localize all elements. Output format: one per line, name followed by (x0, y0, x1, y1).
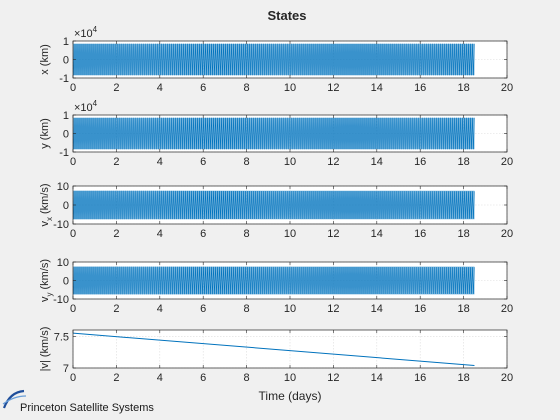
x-tick-label: 16 (414, 82, 426, 94)
x-tick-label: 18 (457, 303, 469, 315)
x-tick-label: 18 (457, 82, 469, 94)
x-tick-label: 12 (327, 303, 339, 315)
series-line (72, 332, 475, 366)
y-axis-label: vy (km/s) (39, 259, 54, 302)
y-tick-label: 10 (57, 257, 69, 269)
y-axis-label: x (km) (39, 44, 51, 75)
series-band (73, 266, 475, 295)
x-tick-label: 6 (200, 228, 206, 240)
subplot-5: 0 2 4 6 8 10 12 14 16 18 20 7 7.5|v| (km/s) (39, 327, 513, 384)
x-tick-label: 16 (414, 303, 426, 315)
x-tick-label: 10 (284, 228, 296, 240)
x-tick-label: 2 (113, 228, 119, 240)
x-tick-label: 6 (200, 82, 206, 94)
x-tick-label: 10 (284, 82, 296, 94)
x-tick-label: 12 (327, 228, 339, 240)
x-tick-label: 0 (70, 82, 76, 94)
x-tick-label: 4 (157, 156, 163, 168)
y-exponent-label: ×104 (74, 25, 98, 40)
x-tick-label: 6 (200, 156, 206, 168)
x-tick-label: 14 (371, 303, 383, 315)
x-tick-label: 8 (244, 82, 250, 94)
y-axis-label: vx (km/s) (39, 183, 54, 226)
x-tick-label: 2 (113, 82, 119, 94)
y-tick-label: 1 (63, 36, 69, 48)
x-tick-label: 20 (501, 228, 513, 240)
y-axis-label: |v| (km/s) (39, 327, 51, 372)
series-band (73, 43, 475, 76)
x-tick-label: 20 (501, 303, 513, 315)
y-axis-label: y (km) (39, 118, 51, 149)
x-axis-label: Time (days) (259, 389, 322, 403)
x-tick-label: 14 (371, 156, 383, 168)
x-tick-label: 4 (157, 228, 163, 240)
x-tick-label: 2 (113, 156, 119, 168)
x-tick-label: 18 (457, 372, 469, 384)
x-tick-label: 4 (157, 82, 163, 94)
x-tick-label: 12 (327, 372, 339, 384)
y-tick-label: 7.5 (54, 331, 69, 343)
x-tick-label: 6 (200, 372, 206, 384)
x-tick-label: 8 (244, 372, 250, 384)
y-tick-label: 7 (63, 363, 69, 375)
x-tick-label: 18 (457, 156, 469, 168)
x-tick-label: 0 (70, 156, 76, 168)
x-tick-label: 16 (414, 228, 426, 240)
x-tick-label: 6 (200, 303, 206, 315)
y-tick-label: 0 (63, 200, 69, 212)
company-logo: Princeton Satellite Systems (2, 389, 154, 414)
y-tick-label: -10 (53, 294, 69, 306)
x-tick-label: 0 (70, 303, 76, 315)
x-tick-label: 2 (113, 303, 119, 315)
x-tick-label: 12 (327, 82, 339, 94)
x-tick-label: 0 (70, 228, 76, 240)
x-tick-label: 16 (414, 156, 426, 168)
series-band (73, 190, 475, 220)
logo-swoosh-icon (2, 389, 25, 409)
y-tick-label: -10 (53, 219, 69, 231)
x-tick-label: 8 (244, 228, 250, 240)
x-tick-label: 20 (501, 372, 513, 384)
x-tick-label: 18 (457, 228, 469, 240)
logo-text: Princeton Satellite Systems (20, 402, 154, 414)
x-tick-label: 10 (284, 303, 296, 315)
x-tick-label: 14 (371, 228, 383, 240)
x-tick-label: 10 (284, 372, 296, 384)
y-tick-label: 0 (63, 55, 69, 67)
series-band (73, 117, 475, 150)
x-tick-label: 8 (244, 303, 250, 315)
y-exponent-label: ×104 (74, 99, 98, 114)
logo-swoosh-icon (2, 395, 27, 405)
x-tick-label: 20 (501, 82, 513, 94)
x-tick-label: 20 (501, 156, 513, 168)
y-tick-label: 10 (57, 181, 69, 193)
x-tick-label: 14 (371, 82, 383, 94)
x-tick-label: 14 (371, 372, 383, 384)
x-tick-label: 4 (157, 372, 163, 384)
x-tick-label: 12 (327, 156, 339, 168)
x-tick-label: 0 (70, 372, 76, 384)
x-tick-label: 10 (284, 156, 296, 168)
x-tick-label: 4 (157, 303, 163, 315)
x-tick-label: 8 (244, 156, 250, 168)
chart-title: States (267, 8, 306, 23)
y-tick-label: 1 (63, 110, 69, 122)
y-tick-label: -1 (59, 73, 69, 85)
x-tick-label: 2 (113, 372, 119, 384)
y-tick-label: 0 (63, 276, 69, 288)
y-tick-label: 0 (63, 129, 69, 141)
y-tick-label: -1 (59, 147, 69, 159)
x-tick-label: 16 (414, 372, 426, 384)
